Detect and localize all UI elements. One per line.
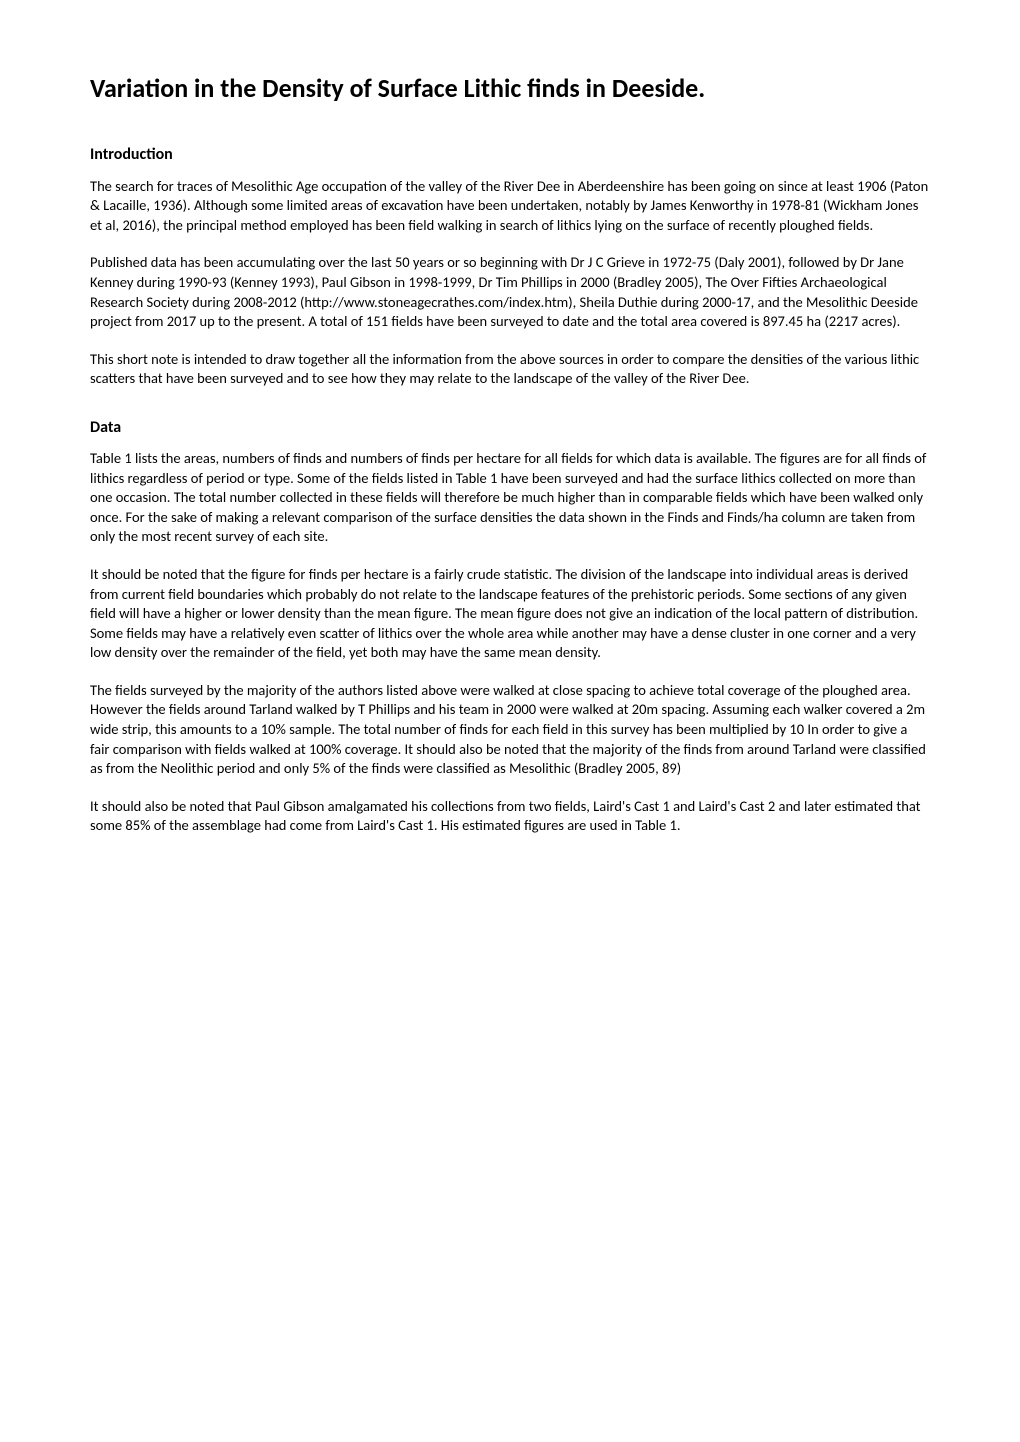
section-heading-data: Data — [90, 417, 930, 439]
paragraph: The search for traces of Mesolithic Age … — [90, 177, 930, 236]
paragraph: Published data has been accumulating ove… — [90, 253, 930, 331]
paragraph: It should be noted that the figure for f… — [90, 565, 930, 663]
section-heading-introduction: Introduction — [90, 144, 930, 166]
paragraph: This short note is intended to draw toge… — [90, 350, 930, 389]
paragraph: It should also be noted that Paul Gibson… — [90, 797, 930, 836]
paragraph: The fields surveyed by the majority of t… — [90, 681, 930, 779]
document-title: Variation in the Density of Surface Lith… — [90, 70, 930, 106]
paragraph: Table 1 lists the areas, numbers of find… — [90, 449, 930, 547]
